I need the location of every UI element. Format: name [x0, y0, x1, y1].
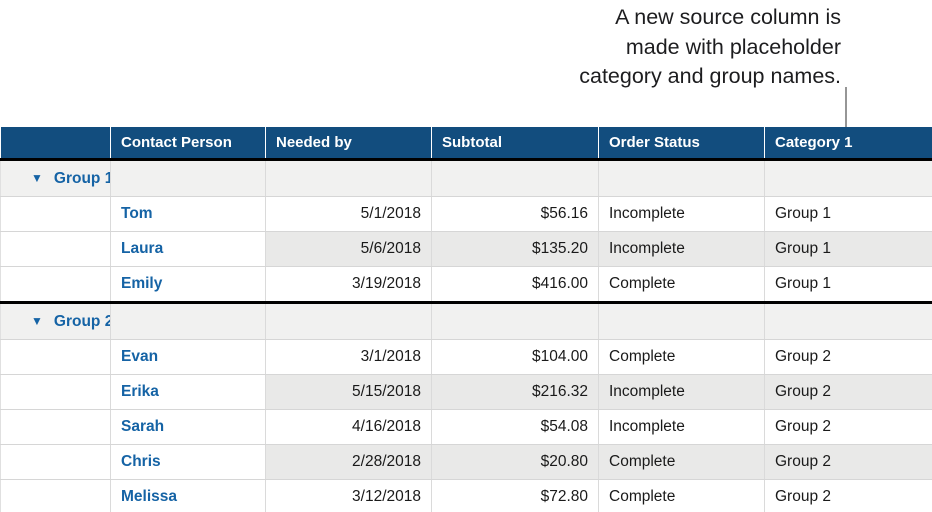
subtotal-cell[interactable]: $56.16	[431, 196, 599, 232]
category-cell[interactable]: Group 2	[764, 339, 932, 375]
row-header-cell[interactable]	[0, 479, 111, 512]
header-row: Contact Person Needed by Subtotal Order …	[0, 127, 932, 161]
needed-by-cell[interactable]: 3/1/2018	[265, 339, 432, 375]
table-row: Melissa 3/12/2018 $72.80 Complete Group 2	[0, 479, 932, 512]
order-status-cell[interactable]: Complete	[598, 444, 765, 480]
contact-cell[interactable]: Emily	[110, 266, 266, 303]
corner-header-cell[interactable]	[0, 127, 111, 161]
subtotal-cell[interactable]: $54.08	[431, 409, 599, 445]
subtotal-cell[interactable]: $104.00	[431, 339, 599, 375]
subtotal-cell[interactable]: $216.32	[431, 374, 599, 410]
needed-by-cell[interactable]: 3/12/2018	[265, 479, 432, 512]
subtotal-cell[interactable]: $135.20	[431, 231, 599, 267]
category-cell[interactable]: Group 1	[764, 266, 932, 303]
category-cell[interactable]: Group 1	[764, 196, 932, 232]
collapse-triangle-icon[interactable]: ▼	[31, 313, 43, 328]
row-header-cell[interactable]	[0, 374, 111, 410]
subtotal-cell[interactable]: $20.80	[431, 444, 599, 480]
callout-line-1: A new source column is	[615, 5, 841, 29]
callout-leader-line	[845, 87, 847, 127]
table-row: Chris 2/28/2018 $20.80 Complete Group 2	[0, 444, 932, 480]
group-empty-cell[interactable]	[110, 159, 266, 197]
table-row: Tom 5/1/2018 $56.16 Incomplete Group 1	[0, 196, 932, 232]
needed-by-cell[interactable]: 5/6/2018	[265, 231, 432, 267]
category-cell[interactable]: Group 2	[764, 409, 932, 445]
table-row: Evan 3/1/2018 $104.00 Complete Group 2	[0, 339, 932, 375]
group-empty-cell[interactable]	[764, 301, 932, 340]
group-label: Group 2	[53, 312, 111, 330]
group-empty-cell[interactable]	[598, 301, 765, 340]
column-header-contact-person[interactable]: Contact Person	[110, 127, 266, 161]
category-cell[interactable]: Group 2	[764, 444, 932, 480]
needed-by-cell[interactable]: 4/16/2018	[265, 409, 432, 445]
table-row: Erika 5/15/2018 $216.32 Incomplete Group 2	[0, 374, 932, 410]
contact-cell[interactable]: Tom	[110, 196, 266, 232]
contact-cell[interactable]: Chris	[110, 444, 266, 480]
contact-cell[interactable]: Evan	[110, 339, 266, 375]
contact-cell[interactable]: Sarah	[110, 409, 266, 445]
category-cell[interactable]: Group 2	[764, 479, 932, 512]
needed-by-cell[interactable]: 5/15/2018	[265, 374, 432, 410]
contact-cell[interactable]: Melissa	[110, 479, 266, 512]
order-status-cell[interactable]: Complete	[598, 266, 765, 303]
table-row: Emily 3/19/2018 $416.00 Complete Group 1	[0, 266, 932, 303]
group-empty-cell[interactable]	[110, 301, 266, 340]
table-body: ▼ Group 1 Tom 5/1/2018 $56.16 Incomplete Group…	[0, 159, 932, 512]
subtotal-cell[interactable]: $416.00	[431, 266, 599, 303]
order-status-cell[interactable]: Incomplete	[598, 196, 765, 232]
column-header-order-status[interactable]: Order Status	[598, 127, 765, 161]
collapse-triangle-icon[interactable]: ▼	[31, 170, 43, 185]
callout-line-2: made with placeholder	[625, 34, 841, 59]
needed-by-cell[interactable]: 2/28/2018	[265, 444, 432, 480]
column-header-subtotal[interactable]: Subtotal	[431, 127, 599, 161]
contact-cell[interactable]: Erika	[110, 374, 266, 410]
group-empty-cell[interactable]	[265, 301, 432, 340]
group-empty-cell[interactable]	[265, 159, 432, 197]
group-label-cell[interactable]: ▼ Group 1	[0, 159, 111, 197]
contact-cell[interactable]: Laura	[110, 231, 266, 267]
order-status-cell[interactable]: Complete	[598, 479, 765, 512]
needed-by-cell[interactable]: 3/19/2018	[265, 266, 432, 303]
callout-text: A new source column is made with placeho…	[579, 3, 841, 92]
order-status-cell[interactable]: Complete	[598, 339, 765, 375]
group-empty-cell[interactable]	[431, 159, 599, 197]
order-status-cell[interactable]: Incomplete	[598, 409, 765, 445]
table-row: Laura 5/6/2018 $135.20 Incomplete Group 1	[0, 231, 932, 267]
callout-line-3: category and group names.	[579, 64, 841, 88]
order-status-cell[interactable]: Incomplete	[598, 231, 765, 267]
row-header-cell[interactable]	[0, 409, 111, 445]
categorized-orders-table: Contact Person Needed by Subtotal Order …	[0, 127, 932, 512]
group-empty-cell[interactable]	[431, 301, 599, 340]
table-row: Sarah 4/16/2018 $54.08 Incomplete Group 2	[0, 409, 932, 445]
row-header-cell[interactable]	[0, 339, 111, 375]
category-cell[interactable]: Group 2	[764, 374, 932, 410]
row-header-cell[interactable]	[0, 266, 111, 303]
group-empty-cell[interactable]	[598, 159, 765, 197]
subtotal-cell[interactable]: $72.80	[431, 479, 599, 512]
group-header-row: ▼ Group 1	[0, 159, 932, 197]
group-header-row: ▼ Group 2	[0, 301, 932, 340]
row-header-cell[interactable]	[0, 444, 111, 480]
row-header-cell[interactable]	[0, 196, 111, 232]
order-status-cell[interactable]: Incomplete	[598, 374, 765, 410]
row-header-cell[interactable]	[0, 231, 111, 267]
column-header-needed-by[interactable]: Needed by	[265, 127, 432, 161]
needed-by-cell[interactable]: 5/1/2018	[265, 196, 432, 232]
group-empty-cell[interactable]	[764, 159, 932, 197]
group-label-cell[interactable]: ▼ Group 2	[0, 301, 111, 340]
category-cell[interactable]: Group 1	[764, 231, 932, 267]
group-label: Group 1	[53, 169, 111, 187]
column-header-category-1[interactable]: Category 1	[764, 127, 932, 161]
